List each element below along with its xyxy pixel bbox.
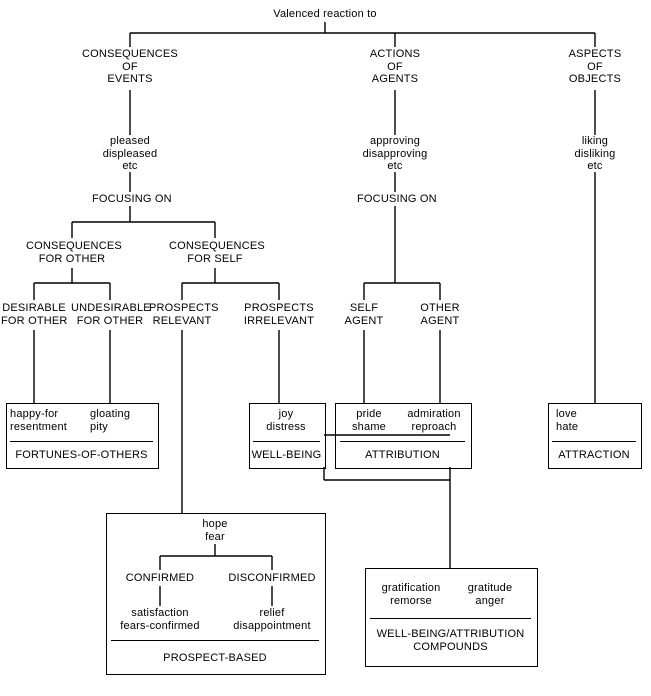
consequences-for-other: CONSEQUENCES FOR OTHER [26, 240, 118, 265]
compounds-left: gratification remorse [376, 582, 446, 607]
prospects-relevant: PROSPECTS RELEVANT [149, 302, 215, 327]
compounds-caption: WELL-BEING/ATTRIBUTION COMPOUNDS [367, 628, 534, 653]
compounds-right: gratitude anger [460, 582, 520, 607]
desirable-for-other: DESIRABLE FOR OTHER [1, 302, 67, 327]
attraction-caption: ATTRACTION [550, 449, 638, 462]
consequences-for-self: CONSEQUENCES FOR SELF [169, 240, 261, 265]
approving: approving disapproving etc [358, 135, 432, 173]
other-agent: OTHER AGENT [418, 302, 462, 327]
fortunes-caption: FORTUNES-OF-OTHERS [10, 449, 153, 462]
diagram-root: { "type": "tree", "background_color": "#… [0, 0, 651, 696]
prospect-disc-items: relief disappointment [228, 607, 316, 632]
fortunes-right: gloating pity [90, 408, 142, 433]
wellbeing-caption: WELL-BEING [250, 449, 323, 462]
focusing-on-1: FOCUSING ON [92, 193, 168, 206]
attribution-left: pride shame [344, 408, 394, 433]
aspects-objects: ASPECTS OF OBJECTS [560, 48, 630, 86]
liking: liking disliking etc [570, 135, 620, 173]
wellbeing-left: joy distress [256, 408, 316, 433]
attraction-left: love hate [556, 408, 616, 433]
focusing-on-2: FOCUSING ON [357, 193, 433, 206]
root-label: Valenced reaction to [260, 8, 390, 21]
prospect-confirmed: CONFIRMED [123, 572, 197, 585]
consequences-events: CONSEQUENCES OF EVENTS [80, 48, 180, 86]
undesirable-for-other: UNDESIRABLE FOR OTHER [71, 302, 149, 327]
attribution-caption: ATTRIBUTION [336, 449, 469, 462]
prospect-conf-items: satisfaction fears-confirmed [112, 607, 208, 632]
fortunes-left: happy-for resentment [10, 408, 72, 433]
actions-agents: ACTIONS OF AGENTS [360, 48, 430, 86]
prospect-top: hope fear [190, 518, 240, 543]
pleased: pleased displeased etc [100, 135, 160, 173]
attribution-right: admiration reproach [404, 408, 464, 433]
prospects-irrelevant: PROSPECTS IRRELEVANT [240, 302, 318, 327]
prospect-caption: PROSPECT-BASED [108, 652, 322, 665]
self-agent: SELF AGENT [342, 302, 386, 327]
prospect-disconfirmed: DISCONFIRMED [226, 572, 318, 585]
